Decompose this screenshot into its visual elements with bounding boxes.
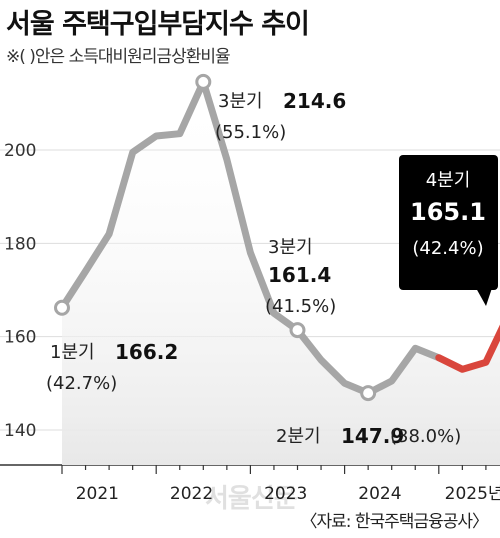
- source-note: 〈자료: 한국주택금융공사〉: [300, 512, 489, 532]
- annotation-2023q3-period: 3분기: [268, 237, 313, 258]
- watermark: 서울신문: [205, 484, 298, 514]
- annotation-2023q3-ratio: (41.5%): [265, 296, 336, 317]
- callout-box: [399, 155, 498, 290]
- data-point-marker: [289, 322, 306, 339]
- annotation-2021q1-ratio: (42.7%): [46, 373, 117, 394]
- y-tick-label: 200: [4, 141, 36, 161]
- annotation-2021q1-period: 1분기: [50, 342, 95, 363]
- area-fill: [62, 81, 500, 465]
- callout-ratio: (42.4%): [412, 238, 483, 259]
- series-line-red: [435, 324, 500, 373]
- data-point-marker: [360, 385, 377, 402]
- x-tick-label: 2023: [264, 484, 307, 504]
- latest-value-callout: 4분기 165.1 (42.4%): [399, 155, 498, 306]
- annotation-2022q3-ratio: (55.1%): [215, 122, 286, 143]
- callout-period: 4분기: [426, 170, 471, 191]
- annotation-2023q3-value: 161.4: [268, 263, 331, 287]
- annotation-2022q3-period: 3분기: [218, 91, 263, 112]
- x-tick-label: 2024: [358, 484, 401, 504]
- x-tick-label: 2021: [76, 484, 119, 504]
- annotation-2024q2-ratio: (38.0%): [390, 426, 461, 447]
- data-point-marker: [195, 73, 212, 90]
- x-tick-label: 2025년: [445, 484, 500, 504]
- annotation-2024q2-period: 2분기: [276, 426, 321, 447]
- series-line-gray: [58, 78, 443, 397]
- annotation-2024q2-value: 147.9: [341, 424, 404, 448]
- data-point-marker: [54, 299, 70, 316]
- y-axis-ticks: 140 160 180 200: [4, 141, 36, 441]
- y-tick-label: 140: [4, 421, 36, 441]
- callout-value: 165.1: [410, 198, 486, 226]
- chart-subtitle: ※( )안은 소득대비원리금상환비율: [6, 47, 231, 67]
- annotation-2021q1-value: 166.2: [115, 340, 178, 364]
- y-tick-label: 160: [4, 328, 36, 348]
- chart-title: 서울 주택구입부담지수 추이: [6, 9, 310, 40]
- callout-pointer: [476, 288, 492, 306]
- y-tick-label: 180: [4, 234, 36, 254]
- x-tick-label: 2022: [170, 484, 213, 504]
- annotation-2022q3-value: 214.6: [283, 89, 346, 113]
- x-axis-ticks: 2021 2022 2023 2024 2025년: [61, 465, 500, 504]
- data-markers: [54, 73, 377, 402]
